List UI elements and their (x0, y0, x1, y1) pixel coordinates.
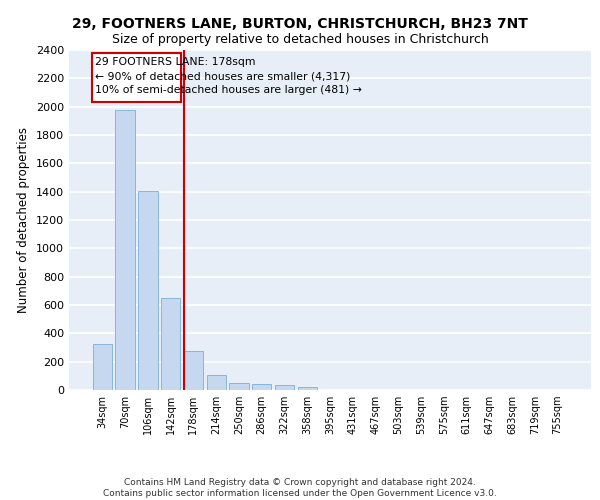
Bar (138, 191, 158, 390)
Bar (115, 110, 135, 390)
Text: 29 FOOTNERS LANE: 178sqm
← 90% of detached houses are smaller (4,317)
10% of sem: 29 FOOTNERS LANE: 178sqm ← 90% of detach… (95, 57, 362, 95)
Bar (252, 384, 271, 390)
Bar (93, 344, 112, 390)
Bar (275, 384, 294, 390)
Bar (161, 298, 181, 390)
Text: Contains HM Land Registry data © Crown copyright and database right 2024.
Contai: Contains HM Land Registry data © Crown c… (103, 478, 497, 498)
Bar (206, 375, 226, 390)
Text: 29, FOOTNERS LANE, BURTON, CHRISTCHURCH, BH23 7NT: 29, FOOTNERS LANE, BURTON, CHRISTCHURCH,… (72, 18, 528, 32)
Text: Size of property relative to detached houses in Christchurch: Size of property relative to detached ho… (112, 32, 488, 46)
Y-axis label: Number of detached properties: Number of detached properties (17, 127, 31, 313)
Bar (229, 383, 248, 390)
FancyBboxPatch shape (92, 53, 181, 102)
Bar (184, 351, 203, 390)
Bar (298, 387, 317, 390)
